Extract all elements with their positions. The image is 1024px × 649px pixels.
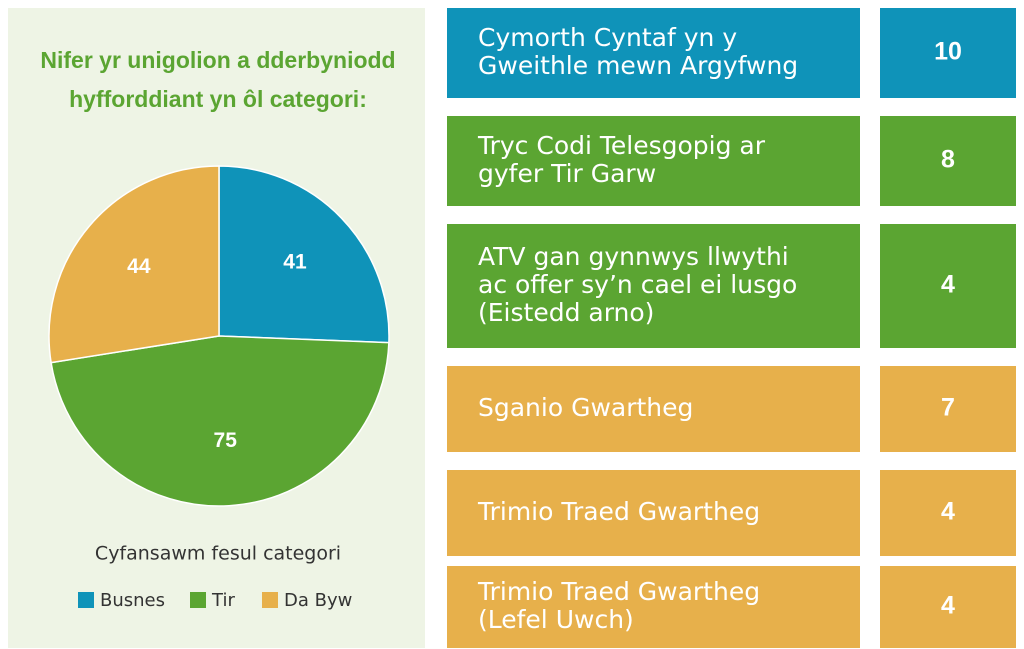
count-box: [880, 116, 1016, 206]
course-count: 7: [941, 394, 955, 422]
course-box: [447, 116, 860, 206]
slice-label: 75: [214, 429, 238, 452]
legend-swatch: [262, 592, 278, 608]
course-box: [447, 224, 860, 348]
course-box: [447, 470, 860, 556]
course-label: ATV gan gynnwys llwythi: [478, 242, 789, 271]
count-box: [880, 8, 1016, 98]
slice-label: 41: [283, 250, 307, 273]
course-count: 10: [934, 38, 962, 66]
course-label: Gweithle mewn Argyfwng: [478, 51, 798, 80]
legend-title: Cyfansawm fesul categori: [95, 543, 341, 565]
course-count: 4: [941, 271, 955, 299]
course-label: Trimio Traed Gwartheg: [477, 577, 760, 606]
pie-slice: [218, 165, 390, 344]
course-label: (Lefel Uwch): [478, 605, 634, 634]
count-box: [880, 566, 1016, 648]
legend-swatch: [190, 592, 206, 608]
chart-title: Nifer yr unigolion a dderbyniodd: [40, 47, 395, 73]
course-label: (Eistedd arno): [478, 298, 654, 327]
pie-slice: [50, 335, 390, 507]
course-label: gyfer Tir Garw: [478, 159, 656, 188]
pie-slice: [48, 165, 220, 364]
course-label: Tryc Codi Telesgopig ar: [477, 131, 766, 160]
course-box: [447, 566, 860, 648]
course-box: [447, 366, 860, 452]
legend-label: Tir: [211, 590, 235, 611]
count-box: [880, 224, 1016, 348]
slice-label: 44: [127, 255, 151, 278]
course-label: Cymorth Cyntaf yn y: [478, 23, 737, 52]
course-box: [447, 8, 860, 98]
course-label: ac offer sy’n cael ei lusgo: [478, 270, 797, 299]
course-label: Sganio Gwartheg: [478, 393, 693, 422]
course-label: Trimio Traed Gwartheg: [477, 497, 760, 526]
legend-swatch: [78, 592, 94, 608]
course-count: 4: [941, 592, 955, 620]
legend-label: Busnes: [100, 590, 165, 611]
count-box: [880, 470, 1016, 556]
legend-label: Da Byw: [284, 590, 352, 611]
chart-title: hyfforddiant yn ôl categori:: [69, 86, 367, 112]
count-box: [880, 366, 1016, 452]
course-count: 8: [941, 146, 955, 174]
course-count: 4: [941, 498, 955, 526]
